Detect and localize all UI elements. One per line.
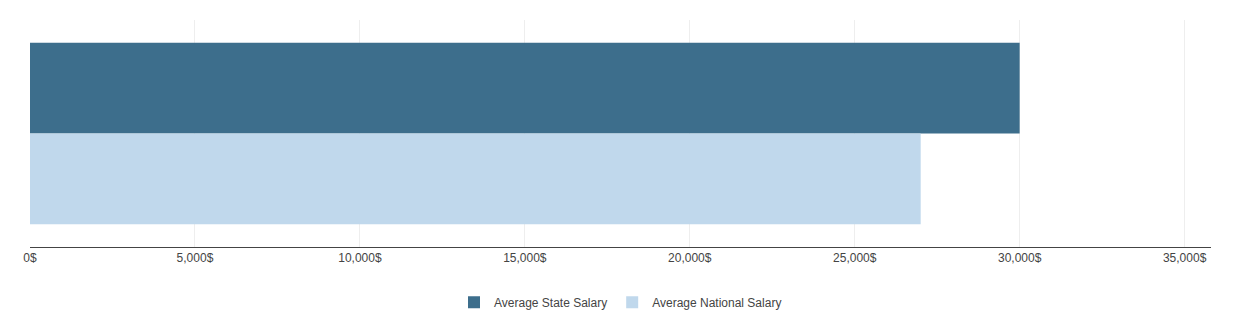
svg-text:10,000$: 10,000$	[338, 251, 382, 265]
svg-text:Average National Salary: Average National Salary	[652, 296, 781, 310]
svg-text:30,000$: 30,000$	[998, 251, 1042, 265]
svg-text:15,000$: 15,000$	[503, 251, 547, 265]
svg-text:35,000$: 35,000$	[1163, 251, 1207, 265]
svg-text:25,000$: 25,000$	[833, 251, 877, 265]
svg-text:20,000$: 20,000$	[668, 251, 712, 265]
svg-text:5,000$: 5,000$	[177, 251, 214, 265]
svg-text:0$: 0$	[23, 251, 37, 265]
svg-text:Average State Salary: Average State Salary	[494, 296, 607, 310]
